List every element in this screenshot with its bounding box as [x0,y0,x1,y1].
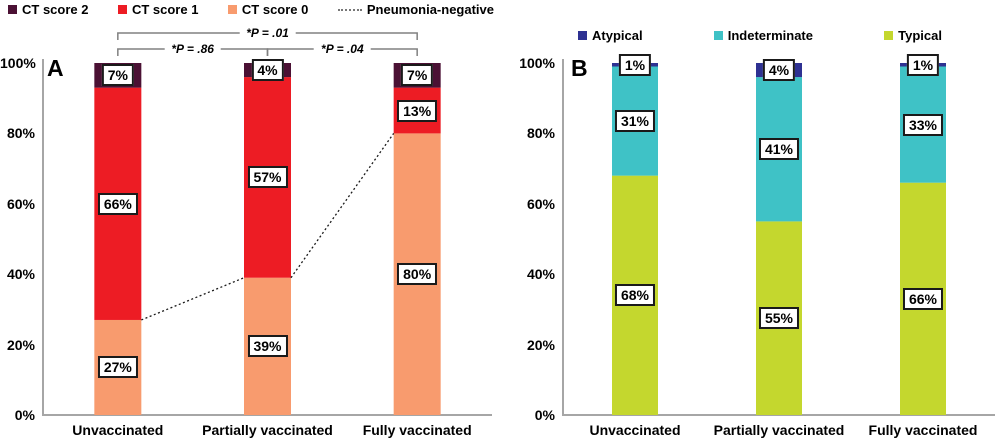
dotted-line-icon [337,8,362,11]
category-label-fully-vaccinated: Fully vaccinated [362,422,472,438]
legend-label: Typical [898,28,942,43]
y-tick-20-: 20% [526,336,555,353]
dotted-line-pneumonia-negative-seg0 [141,277,245,321]
segment-value-label-unvaccinated-atypical: 1% [618,53,652,76]
panel-b-pattern-chart: B 68% 31% 1% Unvaccinated 55% 41% 4% Partially … [500,0,1000,438]
y-tick-20-: 20% [6,336,35,353]
legend-a: CT score 2 CT score 1 CT score 0 Pneumonia-… [8,2,494,17]
segment-value-label-partially-vaccinated-ct-score-1: 57% [247,166,288,189]
legend-label: CT score 2 [22,2,89,17]
bracket-pvalue-label: *P = .01 [239,26,296,40]
segment-value-label-unvaccinated-ct-score-2: 7% [101,64,134,87]
legend-label: CT score 1 [131,2,199,17]
category-label-unvaccinated: Unvaccinated [72,422,164,438]
y-tick-40-: 40% [6,266,35,283]
y-tick-0-: 0% [534,407,555,423]
legend-swatch-icon [8,5,17,14]
y-tick-60-: 60% [6,195,35,212]
y-tick-100-: 100% [0,55,36,71]
segment-value-label-fully-vaccinated-ct-score-2: 7% [401,64,434,87]
segment-value-label-unvaccinated-ct-score-1: 66% [97,192,138,215]
legend-item-ct-score-0: CT score 0 [227,2,309,17]
segment-value-label-unvaccinated-typical: 68% [614,284,656,307]
legend-label: CT score 0 [241,2,309,17]
legend-item-ct-score-2: CT score 2 [8,2,88,17]
legend-swatch-icon [117,5,127,14]
y-tick-80-: 80% [526,125,555,142]
axes [42,59,492,416]
legend-label: Indeterminate [727,28,813,43]
legend-label: Pneumonia-negative [366,2,494,17]
segment-value-label-partially-vaccinated-indeterminate: 41% [758,138,800,161]
segment-value-label-fully-vaccinated-indeterminate: 33% [902,113,944,136]
category-label-partially-vaccinated: Partially vaccinated [202,422,333,438]
panel-b-letter: B [571,55,588,81]
legend-swatch-icon [713,31,723,40]
y-tick-40-: 40% [526,266,555,283]
y-tick-80-: 80% [6,125,35,142]
legend-swatch-icon [578,31,587,40]
panel-a-letter: A [47,55,64,81]
panel-a-ct-score-chart: A 27% 66% 7% Unvaccinated 39% 57% 4% Partially … [0,2,494,438]
y-tick-60-: 60% [526,195,555,212]
legend-item-indeterminate: Indeterminate [713,28,813,43]
legend-swatch-icon [227,5,237,14]
legend-item-ct-score-1: CT score 1 [117,2,199,17]
dotted-line-pneumonia-negative-seg1 [290,133,395,279]
segment-value-label-partially-vaccinated-typical: 55% [758,307,800,330]
category-label-unvaccinated: Unvaccinated [589,422,681,438]
category-label-partially-vaccinated: Partially vaccinated [713,422,845,438]
segment-value-label-partially-vaccinated-ct-score-2: 4% [251,59,284,82]
bracket-pvalue-label: *P = .04 [314,42,371,56]
y-tick-100-: 100% [519,55,555,71]
axes [562,59,995,416]
segment-value-label-partially-vaccinated-ct-score-0: 39% [247,335,288,358]
segment-value-label-unvaccinated-indeterminate: 31% [614,110,656,133]
segment-value-label-partially-vaccinated-atypical: 4% [762,59,796,82]
segment-value-label-fully-vaccinated-typical: 66% [902,287,944,310]
legend-item-atypical: Atypical [578,28,643,43]
legend-label: Atypical [592,28,643,43]
legend-item-pneumonia-negative: Pneumonia-negative [337,2,494,17]
segment-value-label-fully-vaccinated-ct-score-1: 13% [397,99,438,122]
segment-value-label-fully-vaccinated-ct-score-0: 80% [397,263,438,286]
category-label-fully-vaccinated: Fully vaccinated [868,422,978,438]
segment-value-label-fully-vaccinated-atypical: 1% [906,53,940,76]
segment-value-label-unvaccinated-ct-score-0: 27% [97,356,138,379]
legend-swatch-icon [884,31,894,40]
legend-b: Atypical Indeterminate Typical [578,28,942,43]
bracket-pvalue-label: *P = .86 [164,42,221,56]
y-tick-0-: 0% [14,407,35,423]
legend-item-typical: Typical [884,28,942,43]
